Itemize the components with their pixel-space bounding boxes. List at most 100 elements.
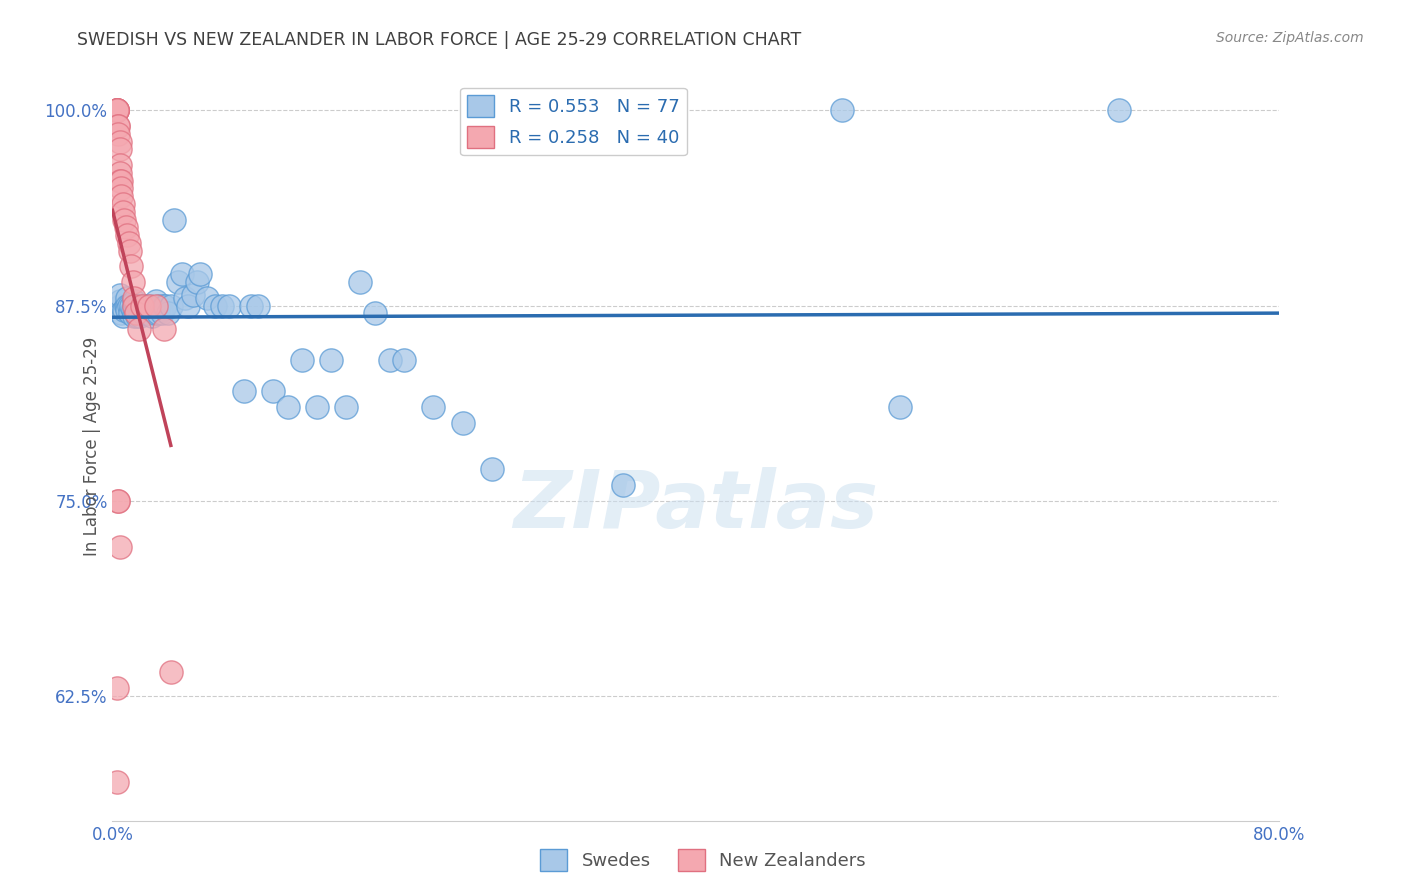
Point <box>118 306 141 320</box>
Text: SWEDISH VS NEW ZEALANDER IN LABOR FORCE | AGE 25-29 CORRELATION CHART: SWEDISH VS NEW ZEALANDER IN LABOR FORCE … <box>77 31 801 49</box>
Point <box>195 291 218 305</box>
Point <box>186 275 208 289</box>
Point <box>107 493 129 508</box>
Point <box>114 298 136 312</box>
Point <box>108 158 131 172</box>
Point <box>240 298 263 312</box>
Point <box>335 400 357 414</box>
Point <box>124 293 146 308</box>
Point <box>138 306 160 320</box>
Point <box>138 298 160 312</box>
Point <box>111 204 134 219</box>
Point <box>262 384 284 399</box>
Point <box>612 478 634 492</box>
Point <box>131 298 153 312</box>
Point <box>131 298 153 312</box>
Point <box>378 353 401 368</box>
Point <box>148 298 170 312</box>
Point <box>291 353 314 368</box>
Point <box>394 353 416 368</box>
Point <box>163 212 186 227</box>
Y-axis label: In Labor Force | Age 25-29: In Labor Force | Age 25-29 <box>83 336 101 556</box>
Point <box>129 310 152 324</box>
Point <box>105 103 128 118</box>
Point <box>172 267 194 281</box>
Point <box>120 260 142 274</box>
Point <box>139 298 162 312</box>
Point <box>127 310 149 324</box>
Point <box>831 103 853 118</box>
Point <box>105 774 128 789</box>
Point <box>149 303 172 318</box>
Point <box>889 400 911 414</box>
Point <box>110 181 132 195</box>
Point <box>204 298 226 312</box>
Point <box>110 306 132 320</box>
Legend: R = 0.553   N = 77, R = 0.258   N = 40: R = 0.553 N = 77, R = 0.258 N = 40 <box>460 88 686 155</box>
Point <box>422 400 444 414</box>
Point <box>132 306 155 320</box>
Point <box>115 298 138 312</box>
Point <box>105 103 128 118</box>
Point <box>160 298 183 312</box>
Point <box>129 306 152 320</box>
Point <box>145 298 167 312</box>
Point <box>160 665 183 680</box>
Point <box>118 244 141 258</box>
Text: ZIPatlas: ZIPatlas <box>513 467 879 545</box>
Point <box>188 267 211 281</box>
Point <box>218 298 240 312</box>
Point <box>115 303 138 318</box>
Point <box>110 189 132 203</box>
Point <box>122 275 145 289</box>
Point <box>142 303 165 318</box>
Point <box>124 291 146 305</box>
Point <box>108 293 131 308</box>
Point <box>114 220 136 235</box>
Point <box>135 306 157 320</box>
Point <box>167 275 190 289</box>
Point <box>108 298 131 312</box>
Point <box>276 400 298 414</box>
Point <box>232 384 254 399</box>
Point <box>124 310 146 324</box>
Point <box>136 298 159 312</box>
Point <box>107 493 129 508</box>
Point <box>117 235 139 250</box>
Point <box>105 681 128 695</box>
Point <box>107 119 129 133</box>
Point <box>107 119 129 133</box>
Point <box>108 173 131 187</box>
Point <box>143 306 166 320</box>
Point <box>1108 103 1130 118</box>
Point <box>152 322 174 336</box>
Point <box>451 416 474 430</box>
Point <box>152 298 174 312</box>
Point <box>115 291 138 305</box>
Point <box>125 298 148 312</box>
Point <box>108 135 131 149</box>
Text: Source: ZipAtlas.com: Source: ZipAtlas.com <box>1216 31 1364 45</box>
Point <box>127 298 149 312</box>
Point <box>110 173 132 187</box>
Point <box>128 322 150 336</box>
Point <box>138 298 160 312</box>
Point <box>111 197 134 211</box>
Point <box>125 306 148 320</box>
Point <box>108 166 131 180</box>
Point <box>211 298 233 312</box>
Point <box>134 298 156 312</box>
Point <box>131 303 153 318</box>
Legend: Swedes, New Zealanders: Swedes, New Zealanders <box>533 842 873 879</box>
Point <box>305 400 328 414</box>
Point <box>141 310 163 324</box>
Point <box>111 310 134 324</box>
Point <box>128 298 150 312</box>
Point <box>349 275 371 289</box>
Point <box>481 462 503 476</box>
Point <box>153 298 176 312</box>
Point <box>181 287 204 301</box>
Point <box>364 306 387 320</box>
Point <box>125 306 148 320</box>
Point <box>105 103 128 118</box>
